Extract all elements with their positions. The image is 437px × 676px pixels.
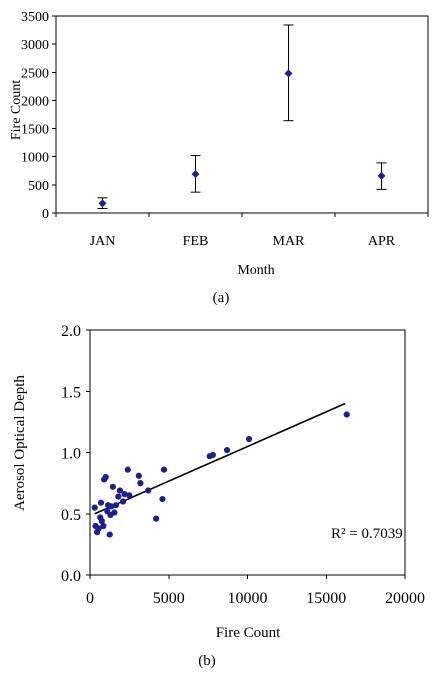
fire-count-monthly-chart: 0 500 1000 1500 2000 2500 3000 3500 JAN FEB MAR AP… bbox=[9, 10, 429, 305]
chart-b-y-ticks: 0.0 0.5 1.0 1.5 2.0 bbox=[61, 323, 90, 585]
chart-b-data-point bbox=[116, 487, 124, 494]
chart-b-r-squared-annotation: R² = 0.7039 bbox=[331, 526, 403, 542]
chart-b-panel-label: (b) bbox=[198, 653, 216, 669]
chart-a-x-tick-label: JAN bbox=[90, 234, 116, 249]
chart-a-axes bbox=[55, 15, 429, 214]
chart-a-y-tick-label: 1500 bbox=[21, 123, 49, 138]
chart-b-data-point bbox=[111, 509, 118, 516]
chart-a-y-tick-label: 2000 bbox=[21, 94, 49, 109]
chart-b-data-point bbox=[245, 435, 253, 443]
chart-b-data-point bbox=[153, 515, 160, 522]
chart-b-data-point bbox=[223, 446, 231, 454]
chart-b-trendline bbox=[94, 402, 346, 515]
chart-b-data-point bbox=[100, 522, 107, 530]
chart-b-data-point bbox=[95, 525, 102, 532]
chart-b-data-point bbox=[109, 483, 116, 490]
chart-b-data-point bbox=[135, 472, 142, 479]
chart-b-data-point bbox=[126, 492, 133, 499]
chart-a-data-point bbox=[191, 170, 200, 179]
chart-b-y-axis-label: Aerosol Optical Depth bbox=[12, 375, 28, 511]
chart-a-data-point bbox=[98, 199, 107, 208]
chart-a-y-axis-label: Fire Count bbox=[9, 80, 24, 140]
chart-a-y-tick-label: 500 bbox=[28, 179, 49, 194]
chart-b-x-tick-label: 0 bbox=[86, 590, 94, 607]
chart-b-data-point bbox=[98, 518, 105, 525]
chart-b-y-tick-label: 1.5 bbox=[61, 384, 81, 401]
chart-b-x-axis-label: Fire Count bbox=[216, 625, 281, 641]
chart-b-y-tick-label: 0.0 bbox=[61, 568, 81, 585]
chart-a-y-tick-label: 3500 bbox=[21, 10, 49, 25]
chart-b-data-point bbox=[145, 487, 152, 494]
chart-a-x-ticks: JAN FEB MAR APR bbox=[55, 213, 429, 249]
aod-vs-fire-count-chart: 0.0 0.5 1.0 1.5 2.0 0 5000 10000 15000 20000 Aer… bbox=[12, 323, 425, 669]
chart-a-x-tick-label: FEB bbox=[183, 234, 209, 249]
chart-a-data-points bbox=[97, 24, 387, 209]
chart-b-x-tick-label: 5000 bbox=[153, 590, 185, 607]
chart-b-data-point bbox=[124, 466, 131, 473]
chart-a-x-tick-label: MAR bbox=[273, 234, 306, 249]
chart-a-plot-frame bbox=[55, 15, 429, 214]
chart-a-y-tick-label: 2500 bbox=[21, 66, 49, 81]
chart-b-data-point bbox=[119, 498, 127, 505]
chart-a-x-tick-label: APR bbox=[368, 234, 396, 249]
chart-a-y-ticks: 0 500 1000 1500 2000 2500 3000 3500 bbox=[21, 10, 56, 222]
chart-b-x-tick-label: 20000 bbox=[385, 590, 425, 607]
chart-b-data-point bbox=[121, 491, 128, 498]
chart-b-x-tick-label: 10000 bbox=[228, 590, 268, 607]
chart-a-panel-label: (a) bbox=[213, 290, 230, 305]
chart-a-y-tick-label: 0 bbox=[42, 207, 49, 222]
chart-b-data-point bbox=[91, 504, 98, 511]
chart-b-data-point bbox=[106, 531, 113, 538]
chart-b-y-tick-label: 2.0 bbox=[61, 323, 81, 340]
chart-b-data-point bbox=[112, 502, 120, 509]
chart-b-y-tick-label: 1.0 bbox=[61, 446, 81, 463]
chart-a-data-point bbox=[377, 171, 386, 180]
chart-b-data-point bbox=[209, 451, 216, 459]
chart-b-data-point bbox=[97, 499, 105, 506]
chart-b-data-point bbox=[343, 411, 350, 418]
chart-a-data-point bbox=[284, 69, 293, 78]
chart-b-data-point bbox=[102, 473, 109, 481]
chart-a-y-tick-label: 1000 bbox=[21, 151, 49, 166]
chart-b-data-point bbox=[108, 503, 115, 510]
chart-b-x-ticks: 0 5000 10000 15000 20000 bbox=[86, 575, 425, 607]
chart-b-y-tick-label: 0.5 bbox=[61, 507, 81, 524]
chart-b-x-tick-label: 15000 bbox=[306, 590, 346, 607]
chart-b-data-point bbox=[137, 480, 144, 487]
chart-b-data-point bbox=[159, 495, 166, 503]
chart-a-y-tick-label: 3000 bbox=[21, 38, 49, 53]
chart-b-data-point bbox=[160, 466, 168, 473]
chart-b-data-points bbox=[91, 402, 350, 538]
chart-b-data-point bbox=[115, 493, 122, 500]
chart-a-x-axis-label: Month bbox=[237, 263, 274, 278]
